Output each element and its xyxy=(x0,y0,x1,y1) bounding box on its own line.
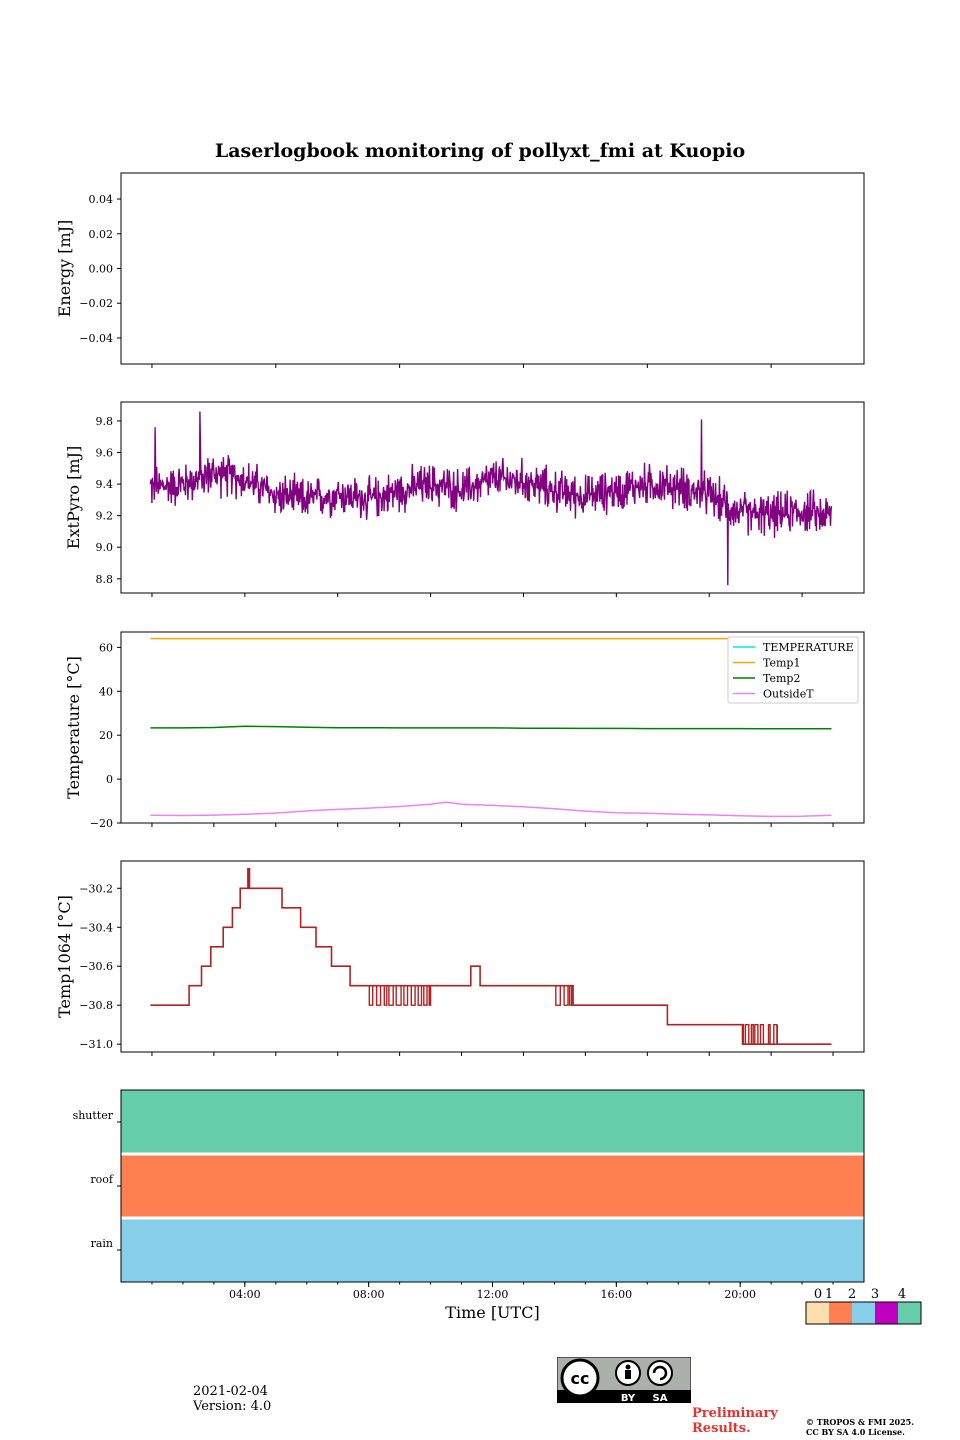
temp1064-flicker xyxy=(551,985,574,1006)
footer-meta: 2021-02-04 Version: 4.0 xyxy=(193,1384,271,1414)
footer-date: 2021-02-04 xyxy=(193,1384,268,1399)
ylabel-energy: Energy [mJ] xyxy=(55,220,74,318)
cc-license-badge: cc BY SA xyxy=(556,1356,692,1407)
temperature-plot-area xyxy=(120,631,865,824)
copyright-note: © TROPOS & FMI 2025. CC BY SA 4.0 Licens… xyxy=(806,1417,914,1437)
xtick-label: 16:00 xyxy=(600,1288,632,1301)
figure-title: Laserlogbook monitoring of pollyxt_fmi a… xyxy=(214,140,746,162)
colorbar-cell-1 xyxy=(829,1302,852,1324)
xtick-label: 04:00 xyxy=(229,1288,261,1301)
by-text: BY xyxy=(621,1393,636,1403)
ytick-label: 20 xyxy=(99,729,113,742)
series-line-outsidet xyxy=(150,801,832,818)
ytick-label: 0.04 xyxy=(89,193,114,206)
ylabel-temperature: Temperature [°C] xyxy=(64,656,83,799)
flag-row-label-rain: rain xyxy=(91,1237,113,1250)
ytick-label: 9.8 xyxy=(96,415,114,428)
preliminary-line1: Preliminary xyxy=(692,1406,778,1421)
ytick-label: 60 xyxy=(99,641,113,654)
flag-band-shutter xyxy=(121,1090,864,1154)
cc-icon xyxy=(560,1358,600,1398)
colorbar-cell-0 xyxy=(806,1302,829,1324)
flag-row-label-roof: roof xyxy=(90,1173,114,1186)
legend-label-temperature: TEMPERATURE xyxy=(763,641,854,654)
colorbar-frame xyxy=(805,1301,922,1325)
preliminary-line2: Results. xyxy=(692,1421,751,1436)
temp1064-flicker xyxy=(365,985,432,1006)
ytick-label: 0.00 xyxy=(89,263,114,276)
colorbar-cell-4 xyxy=(898,1302,921,1324)
colorbar-cell-2 xyxy=(852,1302,875,1324)
temp1064-plot-area xyxy=(120,860,865,1053)
ytick-label: 9.6 xyxy=(96,447,114,460)
colorbar-tick-label: 1 xyxy=(825,1287,833,1302)
extpyro-series-line xyxy=(149,411,833,586)
ytick-label: 0 xyxy=(106,773,113,786)
ytick-label: 9.4 xyxy=(96,478,114,491)
xtick-label: 12:00 xyxy=(477,1288,509,1301)
ytick-label: −31.0 xyxy=(79,1038,113,1051)
colorbar-tick-label: 3 xyxy=(871,1287,879,1302)
ytick-label: 9.0 xyxy=(96,541,114,554)
cc-text: cc xyxy=(571,1369,590,1388)
colorbar-tick-label: 4 xyxy=(898,1287,906,1302)
ytick-label: −30.2 xyxy=(79,882,113,895)
flag-row-label-shutter: shutter xyxy=(73,1109,114,1122)
energy-plot-area xyxy=(120,172,865,365)
xtick-label: 08:00 xyxy=(353,1288,385,1301)
extpyro-plot-area xyxy=(120,401,865,594)
xtick-label: 20:00 xyxy=(724,1288,756,1301)
ytick-label: 9.2 xyxy=(96,510,114,523)
temp1064-series-line xyxy=(150,868,832,1045)
ytick-label: −30.6 xyxy=(79,960,113,973)
ytick-label: 0.02 xyxy=(89,228,114,241)
temp1064-flicker xyxy=(740,1024,778,1045)
ytick-label: −20 xyxy=(90,817,113,830)
footer-version: Version: 4.0 xyxy=(193,1399,272,1414)
colorbar-tick-label: 0 xyxy=(814,1287,822,1302)
series-line-temp2 xyxy=(150,725,832,730)
ytick-label: −30.4 xyxy=(79,921,113,934)
legend-label-temp1: Temp1 xyxy=(763,657,800,670)
colorbar-cell-3 xyxy=(875,1302,898,1324)
copyright-line2: CC BY SA 4.0 License. xyxy=(806,1427,905,1437)
colorbar-tick-label: 2 xyxy=(848,1287,856,1302)
ytick-label: −0.02 xyxy=(79,297,113,310)
legend-label-temp2: Temp2 xyxy=(763,672,800,685)
ylabel-temp1064: Temp1064 [°C] xyxy=(55,895,74,1018)
ytick-label: −0.04 xyxy=(79,332,113,345)
ylabel-extpyro: ExtPyro [mJ] xyxy=(64,446,83,549)
flag-band-rain xyxy=(121,1218,864,1282)
copyright-line1: © TROPOS & FMI 2025. xyxy=(806,1417,915,1427)
ytick-label: 40 xyxy=(99,685,113,698)
ytick-label: −30.8 xyxy=(79,999,113,1012)
flag-band-roof xyxy=(121,1154,864,1218)
legend-label-outsidet: OutsideT xyxy=(763,688,814,701)
temperature-legend xyxy=(727,636,859,704)
xlabel: Time [UTC] xyxy=(445,1303,539,1322)
ytick-label: 8.8 xyxy=(96,573,114,586)
sa-text: SA xyxy=(653,1393,668,1403)
share-alike-icon xyxy=(647,1360,673,1386)
preliminary-note: Preliminary Results. xyxy=(692,1406,778,1436)
